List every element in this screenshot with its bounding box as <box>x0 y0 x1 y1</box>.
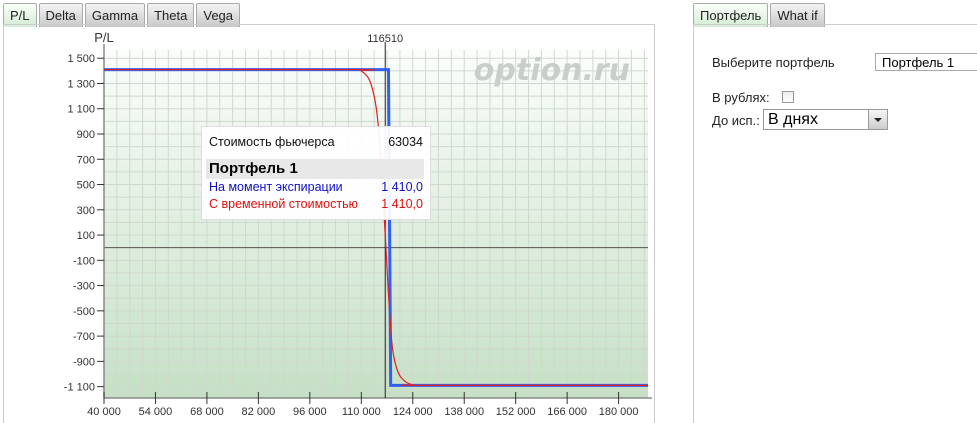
y-tick-label: -300 <box>73 281 95 293</box>
futures-label: Стоимость фьючерса <box>209 135 335 149</box>
y-tick-label: 100 <box>77 230 95 242</box>
watermark: option.ru <box>474 53 630 88</box>
x-tick-label: 166 000 <box>547 406 587 418</box>
y-tick-label: 300 <box>77 205 95 217</box>
left-tabs: P/L Delta Gamma Theta Vega <box>3 3 241 27</box>
tab-portfolio[interactable]: Портфель <box>693 3 769 27</box>
portfolio-select[interactable]: Портфель 1 <box>875 53 977 71</box>
y-tick-label: -1 100 <box>64 382 95 394</box>
y-tick-label: -500 <box>73 306 95 318</box>
y-tick-label: 700 <box>77 154 95 166</box>
x-tick-label: 152 000 <box>496 406 536 418</box>
tab-vega[interactable]: Vega <box>196 3 241 27</box>
expiry-select[interactable]: В днях <box>763 109 888 130</box>
chevron-down-icon <box>874 117 882 122</box>
y-tick-label: -900 <box>73 356 95 368</box>
futures-price-label: 116510 <box>367 33 403 45</box>
expiry-label: На момент экспирации <box>209 180 343 194</box>
portfolio-label: Выберите портфель <box>712 55 835 70</box>
divider <box>3 24 654 25</box>
y-tick-label: 1 300 <box>67 78 95 90</box>
y-axis-label: P/L <box>94 30 114 45</box>
expiry-select-value: В днях <box>768 111 818 128</box>
time-value-label: С временной стоимостью <box>209 197 358 211</box>
x-tick-label: 96 000 <box>293 406 327 418</box>
x-tick-label: 124 000 <box>393 406 433 418</box>
x-tick-label: 180 000 <box>599 406 639 418</box>
y-tick-label: 1 100 <box>67 104 95 116</box>
tab-gamma[interactable]: Gamma <box>84 3 146 27</box>
plot-area <box>104 50 648 398</box>
right-tabs: Портфель What if <box>693 3 825 27</box>
x-tick-label: 68 000 <box>190 406 224 418</box>
expiry-value: 1 410,0 <box>381 180 423 194</box>
x-tick-label: 54 000 <box>139 406 173 418</box>
y-tick-label: 900 <box>77 129 95 141</box>
divider <box>693 24 694 423</box>
x-tick-label: 110 000 <box>342 406 381 418</box>
tab-pl[interactable]: P/L <box>3 3 37 27</box>
dropdown-button[interactable] <box>868 110 887 129</box>
divider <box>3 24 4 423</box>
y-tick-label: -700 <box>73 331 95 343</box>
tooltip: Стоимость фьючерса 63034 Портфель 1 На м… <box>201 126 431 220</box>
x-tick-label: 40 000 <box>87 406 121 418</box>
tab-what-if[interactable]: What if <box>770 3 825 27</box>
expiry-label: До исп.: <box>712 113 760 128</box>
rubles-checkbox[interactable] <box>782 91 794 103</box>
tooltip-portfolio: Портфель 1 <box>206 159 424 179</box>
y-tick-label: 500 <box>77 180 95 192</box>
x-tick-label: 82 000 <box>242 406 276 418</box>
time-value-value: 1 410,0 <box>381 197 423 211</box>
tab-theta[interactable]: Theta <box>147 3 195 27</box>
x-tick-label: 138 000 <box>444 406 484 418</box>
series-time-value-line <box>103 68 649 387</box>
y-tick-label: 1 500 <box>67 53 95 65</box>
pl-chart[interactable]: option.ru 1 500 1 300 1 100 900 700 500 300 100… <box>0 0 660 423</box>
divider <box>693 24 977 25</box>
tab-delta[interactable]: Delta <box>38 3 83 27</box>
futures-value: 63034 <box>388 135 423 149</box>
rubles-label: В рублях: <box>712 90 770 105</box>
divider <box>654 24 655 423</box>
y-tick-label: -100 <box>73 255 95 267</box>
